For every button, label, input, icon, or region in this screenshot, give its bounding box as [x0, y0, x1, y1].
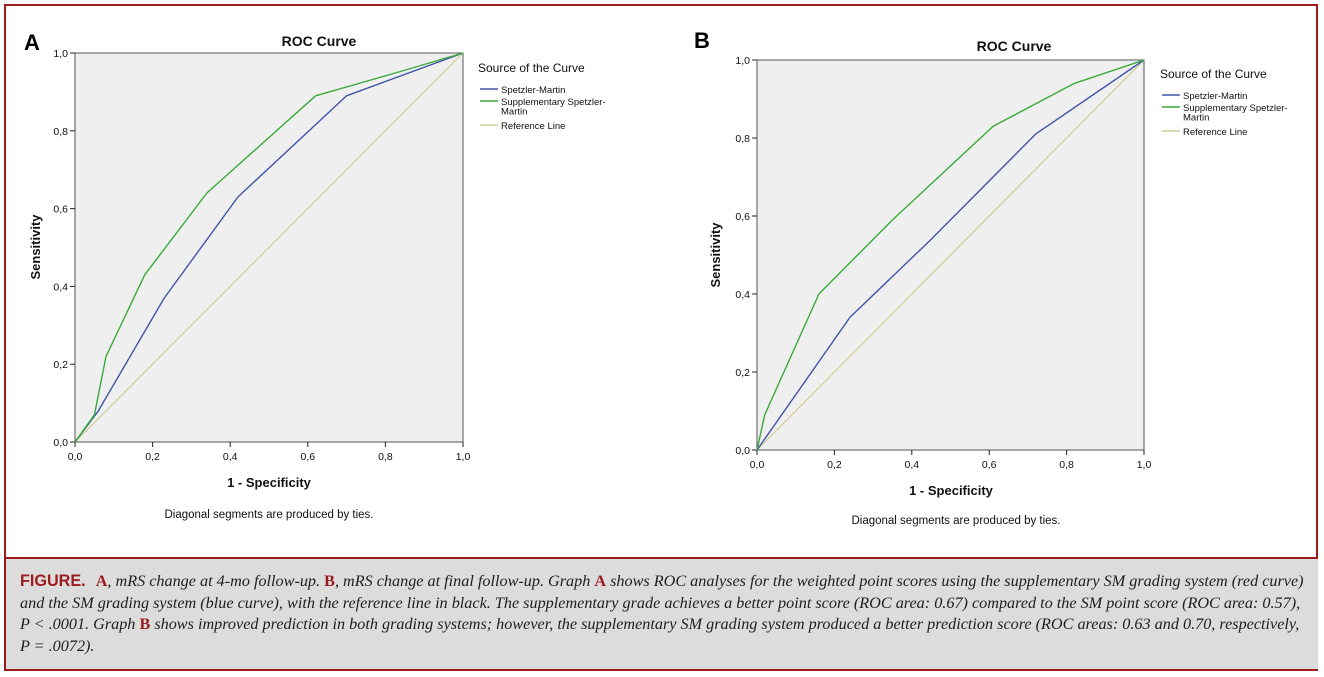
y-tick-label: 0,6 — [735, 211, 750, 223]
x-tick-label: 0,0 — [68, 451, 83, 463]
x-tick-label: 0,4 — [904, 459, 919, 471]
caption-body: A, mRS change at 4-mo follow-up. B, mRS … — [20, 572, 1304, 655]
ties-note: Diagonal segments are produced by ties. — [851, 515, 1060, 527]
caption-panel-letter: B — [324, 572, 335, 590]
ties-note: Diagonal segments are produced by ties. — [164, 509, 373, 521]
legend-entry-supplementary: Martin — [501, 107, 527, 118]
x-tick-label: 0,6 — [300, 451, 315, 463]
chart-title: ROC Curve — [282, 33, 357, 49]
y-tick-label: 0,6 — [53, 204, 68, 216]
roc-chart-panel-b: B ROC Curve 0,00,0 0,2 0,2 0,4 0,4 0,6 0,6 0,8 0,8… — [694, 28, 1288, 527]
x-axis-label: 1 - Specificity — [227, 475, 312, 490]
y-tick-label: 0,0 — [735, 445, 750, 457]
roc-figure: A ROC Curve0,00,00,20,20,40,40,60,60,80,8… — [24, 28, 1288, 527]
legend: Source of the Curve Spetzler-MartinSupple… — [478, 61, 606, 132]
x-tick-label: 1,0 — [1137, 459, 1152, 471]
y-tick-label: 0,0 — [53, 437, 68, 449]
x-tick-label: 0,4 — [223, 451, 238, 463]
y-axis-label: Sensitivity — [28, 214, 43, 280]
caption-label: FIGURE. — [20, 572, 86, 590]
legend-title: Source of the Curve — [478, 61, 585, 75]
legend-entry-spetzler-martin: Spetzler-Martin — [501, 85, 565, 96]
legend-entry-supplementary: Supplementary Spetzler- — [501, 97, 606, 108]
caption-segment: shows ROC analyses for the weighted poin… — [20, 572, 1304, 633]
legend-entry-spetzler-martin: Spetzler-Martin — [1183, 91, 1247, 102]
x-tick-label: 0,2 — [145, 451, 160, 463]
y-tick-label: 1,0 — [53, 48, 68, 60]
x-tick-label: 0,8 — [1059, 459, 1074, 471]
y-axis-label: Sensitivity — [708, 222, 723, 288]
caption-text: FIGURE. A, mRS change at 4-mo follow-up.… — [20, 571, 1304, 657]
panel-letter: A — [24, 30, 40, 55]
roc-chart-panel-a: A ROC Curve 0,00,0 0,2 0,2 0,4 0,4 0,6 0,6 0,8 0,8… — [24, 30, 606, 521]
series-line-reference — [74, 52, 464, 443]
legend: Source of the Curve Spetzler-MartinSupple… — [1160, 67, 1288, 138]
y-tick-label: 0,2 — [735, 367, 750, 379]
x-tick-label: 0,8 — [378, 451, 393, 463]
y-tick-label: 0,8 — [53, 126, 68, 138]
legend-entry-reference: Reference Line — [501, 121, 565, 132]
x-tick-label: 0,2 — [827, 459, 842, 471]
x-axis-label: 1 - Specificity — [909, 483, 994, 498]
legend-entry-reference: Reference Line — [1183, 127, 1247, 138]
y-tick-label: 0,4 — [53, 281, 68, 293]
chart-title: ROC Curve — [977, 38, 1052, 54]
y-tick-label: 0,2 — [53, 359, 68, 371]
caption-panel-letter: A — [594, 572, 607, 590]
series-line-supplementary — [74, 52, 464, 443]
x-tick-label: 0,6 — [982, 459, 997, 471]
figure-caption: FIGURE. A, mRS change at 4-mo follow-up.… — [6, 557, 1318, 669]
x-tick-label: 1,0 — [456, 451, 471, 463]
caption-panel-letter: A — [95, 572, 108, 590]
legend-entry-supplementary: Martin — [1183, 113, 1209, 124]
caption-panel-letter: B — [139, 615, 151, 633]
legend-title: Source of the Curve — [1160, 67, 1267, 81]
series-line-spetzler-martin — [74, 52, 464, 443]
y-tick-label: 0,8 — [735, 133, 750, 145]
panel-letter: B — [694, 28, 710, 53]
series-line-supplementary — [756, 59, 1145, 451]
series-line-reference — [756, 59, 1145, 451]
series-line-spetzler-martin — [756, 59, 1145, 451]
y-tick-label: 1,0 — [735, 55, 750, 67]
caption-segment: , mRS change at 4-mo follow-up. — [107, 572, 325, 590]
caption-segment: shows improved prediction in both gradin… — [20, 615, 1300, 655]
caption-segment: , mRS change at final follow-up. Graph — [334, 572, 595, 590]
legend-entry-supplementary: Supplementary Spetzler- — [1183, 103, 1288, 114]
y-tick-label: 0,4 — [735, 289, 750, 301]
x-tick-label: 0,0 — [750, 459, 765, 471]
